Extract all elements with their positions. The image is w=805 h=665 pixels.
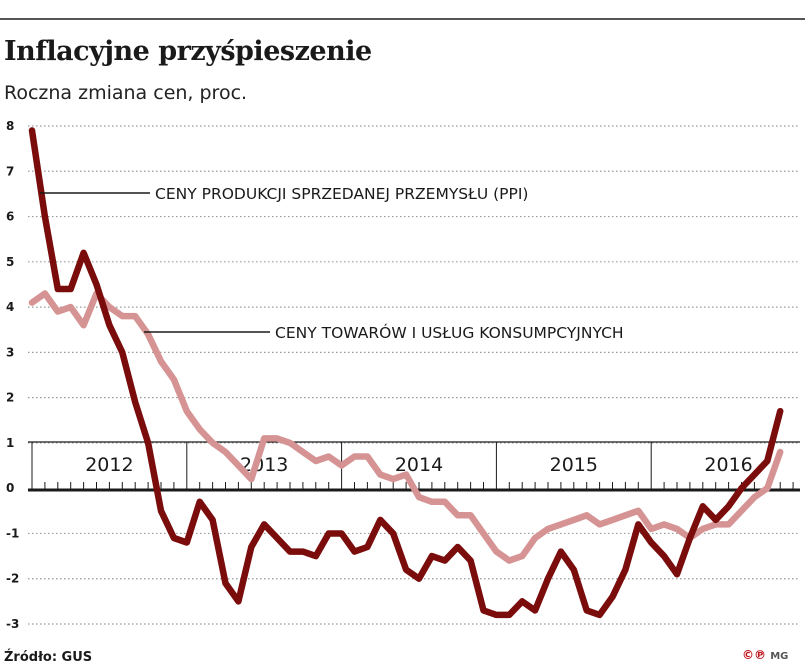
ppi-series-label: CENY PRODUKCJI SPRZEDANEJ PRZEMYSŁU (PPI… [155, 185, 528, 203]
y-tick-label: 5 [6, 255, 14, 269]
top-rule [0, 18, 805, 20]
year-label: 2014 [395, 454, 443, 476]
cpi-series-line [28, 290, 784, 564]
y-tick-label: 2 [6, 391, 14, 405]
y-tick-label: 8 [6, 119, 14, 133]
ppi-series-line [28, 127, 784, 619]
y-tick-label: 1 [6, 436, 14, 450]
y-tick-label: -3 [6, 617, 19, 631]
y-tick-label: -1 [6, 526, 19, 540]
y-tick-label: 7 [6, 164, 14, 178]
publisher-logo: ©℗ MG [742, 648, 789, 662]
year-label: 2016 [704, 454, 752, 476]
y-tick-label: 6 [6, 210, 14, 224]
chart-title: Inflacyjne przyśpieszenie [4, 36, 372, 67]
cpi-series-label: CENY TOWARÓW I USŁUG KONSUMPCYJNYCH [275, 323, 624, 342]
year-label: 2012 [85, 454, 133, 476]
year-label: 2015 [550, 454, 598, 476]
y-tick-label: -2 [6, 572, 19, 586]
y-tick-label: 0 [6, 481, 14, 495]
y-tick-label: 3 [6, 345, 14, 359]
chart-subtitle: Roczna zmiana cen, proc. [4, 82, 248, 104]
source-note: Źródło: GUS [4, 650, 93, 665]
y-tick-label: 4 [6, 300, 14, 314]
